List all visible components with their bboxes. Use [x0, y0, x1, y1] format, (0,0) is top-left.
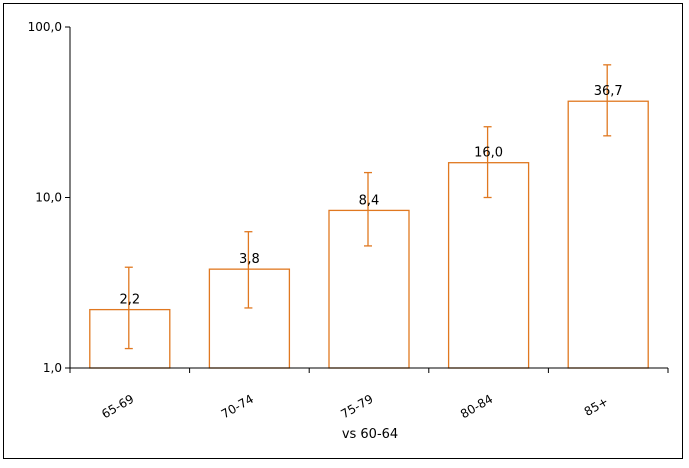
y-tick-label: 10,0: [35, 191, 62, 205]
x-category-label: 85+: [582, 394, 611, 419]
bars-layer: [89, 100, 649, 369]
bar: [567, 100, 649, 369]
x-category-label: 65-69: [99, 392, 136, 422]
bar: [447, 162, 530, 369]
data-label: 3,8: [239, 252, 260, 267]
x-category-label: 70-74: [219, 392, 256, 422]
bar: [208, 268, 291, 369]
x-axis-title: vs 60-64: [342, 427, 398, 442]
x-category-label: 80-84: [458, 392, 495, 422]
x-category-label: 75-79: [338, 392, 375, 422]
data-label: 2,2: [119, 293, 140, 308]
bar: [89, 308, 171, 369]
y-tick-label: 1,0: [43, 361, 62, 375]
data-label: 16,0: [474, 146, 503, 161]
axes-layer: 1,0 10,0 100,0: [28, 20, 669, 375]
data-label: 8,4: [359, 193, 380, 208]
bar: [328, 209, 410, 369]
y-tick-label: 100,0: [28, 20, 62, 34]
chart-frame: [3, 3, 683, 459]
data-label: 36,7: [594, 84, 623, 99]
error-bars-layer: [124, 64, 612, 350]
